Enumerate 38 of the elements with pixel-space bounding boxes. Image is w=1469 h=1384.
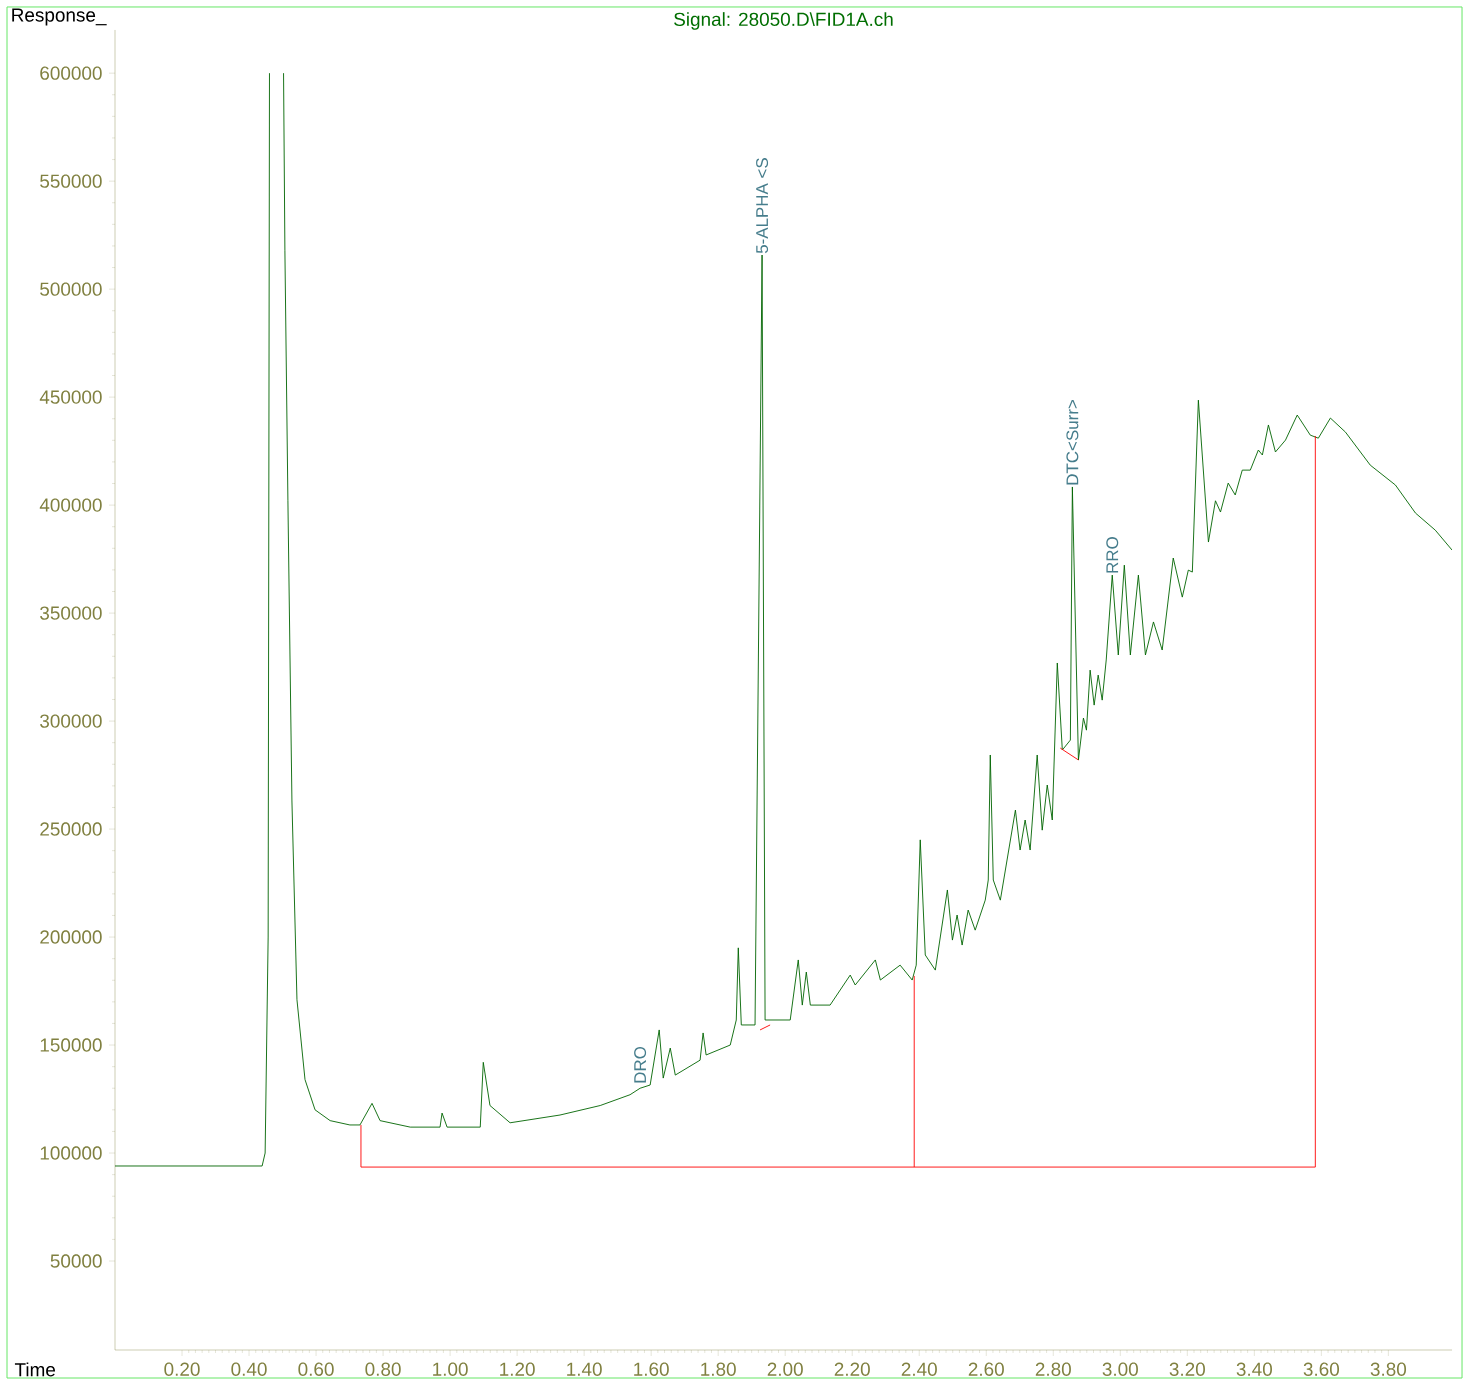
y-tick-label: 600000 xyxy=(40,66,102,80)
annotation: DRO xyxy=(634,1046,647,1083)
y-tick-label: 350000 xyxy=(40,606,102,620)
chart-title: Signal: 28050.D\FID1A.ch xyxy=(674,12,893,30)
x-tick-label: 2.60 xyxy=(968,1362,1004,1376)
x-tick-label: 3.80 xyxy=(1370,1362,1407,1376)
y-axis-title: Response_ xyxy=(12,8,107,26)
x-tick-label: 0.80 xyxy=(365,1362,401,1376)
y-tick-label: 250000 xyxy=(40,822,102,836)
x-tick-label: 0.40 xyxy=(231,1362,267,1376)
x-tick-label: 2.40 xyxy=(901,1362,937,1376)
x-tick-label: 1.00 xyxy=(433,1362,468,1376)
x-tick-label: 0.20 xyxy=(164,1362,200,1376)
x-tick-label: 1.40 xyxy=(567,1362,602,1376)
y-tick-label: 100000 xyxy=(40,1146,102,1160)
x-tick-label: 0.60 xyxy=(298,1362,334,1376)
x-tick-label: 1.80 xyxy=(701,1362,736,1376)
annotation: RRO xyxy=(1106,537,1119,573)
x-tick-label: 3.00 xyxy=(1102,1362,1138,1376)
y-tick-label: 150000 xyxy=(40,1038,102,1052)
y-tick-label: 400000 xyxy=(39,498,102,512)
x-tick-label: 1.20 xyxy=(500,1362,535,1376)
annotation: 5-ALPHA <S xyxy=(756,158,769,254)
y-tick-label: 50000 xyxy=(50,1254,102,1268)
x-tick-label: 1.60 xyxy=(634,1362,669,1376)
y-tick-label: 500000 xyxy=(40,282,102,296)
x-tick-label: 3.60 xyxy=(1303,1362,1340,1376)
x-tick-label: 3.40 xyxy=(1236,1362,1272,1376)
x-tick-label: 3.20 xyxy=(1169,1362,1205,1376)
x-tick-label: 2.80 xyxy=(1035,1362,1071,1376)
y-tick-label: 550000 xyxy=(40,174,102,188)
y-tick-label: 300000 xyxy=(40,714,102,728)
x-tick-label: 2.00 xyxy=(767,1362,803,1376)
x-tick-label: 2.20 xyxy=(834,1362,870,1376)
annotation: DTC<Surr> xyxy=(1066,400,1079,485)
y-tick-label: 200000 xyxy=(40,930,102,944)
x-axis-title: Time xyxy=(14,1362,56,1377)
y-tick-label: 450000 xyxy=(39,390,102,404)
